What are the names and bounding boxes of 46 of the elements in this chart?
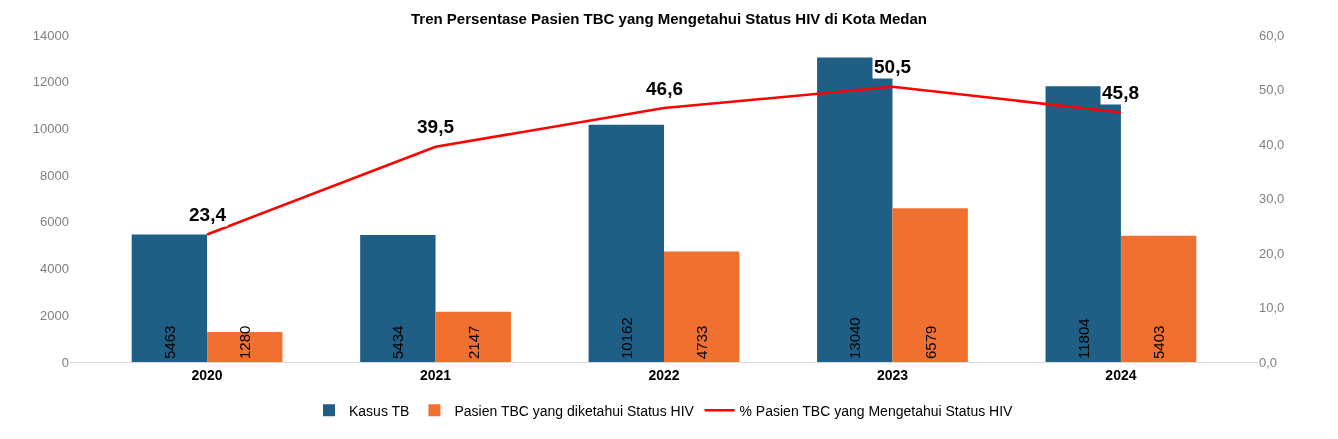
data-label: 46,6 — [646, 78, 683, 99]
y2-tick-label: 20,0 — [1259, 245, 1285, 261]
x-tick-label: 2020 — [191, 366, 223, 383]
bar — [360, 235, 436, 362]
y-tick-label: 0 — [61, 354, 69, 370]
y-tick-label: 4000 — [40, 261, 69, 277]
data-label: 45,8 — [1102, 82, 1139, 103]
y-tick-label: 14000 — [32, 27, 69, 43]
x-tick-label: 2024 — [1105, 366, 1137, 383]
y-tick-label: 12000 — [32, 74, 69, 90]
data-label: 5403 — [1150, 325, 1168, 359]
x-tick-label: 2023 — [876, 366, 909, 383]
bar — [435, 311, 511, 362]
y2-tick-label: 40,0 — [1259, 136, 1285, 152]
x-tick-label: 2021 — [419, 366, 452, 383]
y2-tick-label: 30,0 — [1259, 191, 1285, 207]
bar — [892, 208, 968, 362]
y-tick-label: 2000 — [40, 307, 69, 323]
bar — [588, 124, 664, 362]
bar — [664, 251, 740, 362]
chart-title: Tren Persentase Pasien TBC yang Mengetahui Status HIV di Kota Medan — [411, 9, 927, 27]
y-tick-label: 6000 — [40, 214, 69, 230]
y2-tick-label: 10,0 — [1259, 300, 1285, 316]
data-label: 50,5 — [874, 56, 912, 77]
legend-label: Pasien TBC yang diketahui Status HIV — [454, 402, 695, 419]
y2-tick-label: 60,0 — [1259, 27, 1285, 43]
legend-label: % Pasien TBC yang Mengetahui Status HIV — [739, 402, 1014, 419]
bar — [1120, 235, 1197, 362]
data-label: 1280 — [236, 325, 254, 359]
data-label: 13040 — [846, 317, 864, 359]
data-label: 23,4 — [189, 204, 227, 225]
data-label: 2147 — [464, 325, 482, 359]
y-tick-label: 10000 — [32, 120, 69, 136]
y2-tick-label: 50,0 — [1259, 82, 1285, 98]
legend-label: Kasus TB — [349, 402, 410, 419]
x-tick-label: 2022 — [648, 366, 680, 383]
data-label: 6579 — [921, 325, 939, 359]
data-label: 5463 — [160, 325, 178, 359]
data-label: 10162 — [617, 317, 635, 359]
data-label: 39,5 — [417, 116, 455, 137]
data-label: 5434 — [389, 325, 407, 359]
y2-tick-label: 0,0 — [1259, 354, 1278, 370]
data-label: 11804 — [1074, 318, 1092, 359]
data-label: 4733 — [693, 325, 711, 359]
y-tick-label: 8000 — [40, 167, 69, 183]
bar — [131, 234, 208, 362]
